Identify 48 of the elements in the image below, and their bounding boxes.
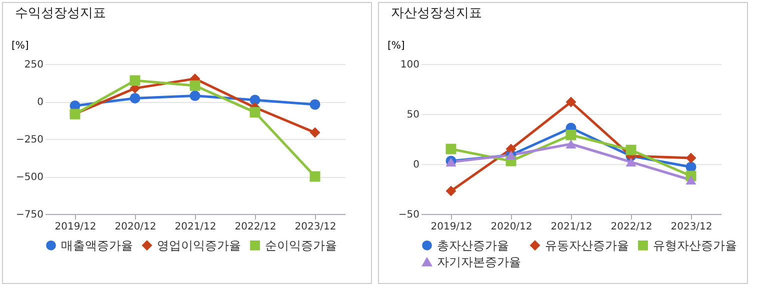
point: [566, 139, 576, 149]
x-tick-label: 2019/12: [54, 222, 96, 232]
legend-label: 영업이익증가율: [157, 238, 241, 252]
y-tick-label: 250: [24, 60, 44, 70]
legend-label: 매출액증가율: [61, 238, 133, 252]
x-tick-label: 2020/12: [490, 222, 532, 232]
point: [566, 130, 576, 140]
point: [446, 144, 456, 154]
point: [626, 144, 636, 156]
point: [130, 75, 140, 86]
point: [566, 96, 576, 108]
chart-title: 자산성장성지표: [391, 6, 482, 21]
point: [626, 157, 636, 167]
point: [190, 80, 200, 91]
y-axis-title: [%]: [12, 40, 29, 52]
x-tick-label: 2022/12: [610, 222, 652, 232]
x-tick-label: 2021/12: [550, 222, 592, 232]
legend-label: 순이익증가율: [265, 238, 337, 252]
point: [310, 99, 320, 110]
y-tick-label: −50: [398, 210, 420, 220]
point: [686, 152, 696, 164]
point: [310, 127, 320, 138]
point: [130, 92, 140, 104]
y-tick-label: −250: [16, 134, 44, 146]
point: [250, 107, 260, 118]
x-tick-label: 2023/12: [670, 222, 712, 232]
point: [506, 144, 516, 154]
y-tick-label: 100: [400, 60, 420, 70]
x-tick-label: 2019/12: [430, 222, 472, 232]
y-tick-label: 0: [413, 160, 420, 170]
point: [686, 175, 696, 185]
y-tick-label: −500: [16, 172, 44, 183]
y-tick-label: 0: [37, 97, 44, 108]
legend-label: 자기자본증가율: [437, 255, 521, 269]
point: [310, 171, 320, 182]
legend-label: 유동자산증가율: [545, 238, 629, 252]
y-tick-label: −750: [16, 210, 44, 220]
point: [446, 186, 456, 196]
legend-label: 총자산증가율: [437, 238, 509, 252]
y-axis-title: [%]: [388, 40, 405, 52]
x-tick-label: 2023/12: [294, 222, 336, 232]
x-tick-label: 2022/12: [234, 222, 276, 232]
x-tick-label: 2021/12: [174, 222, 216, 232]
chart-title: 수익성장성지표: [15, 6, 106, 21]
x-tick-label: 2020/12: [114, 222, 156, 232]
legend-label: 유형자산증가율: [653, 238, 737, 252]
point: [190, 90, 200, 102]
y-tick-label: 50: [406, 110, 420, 120]
